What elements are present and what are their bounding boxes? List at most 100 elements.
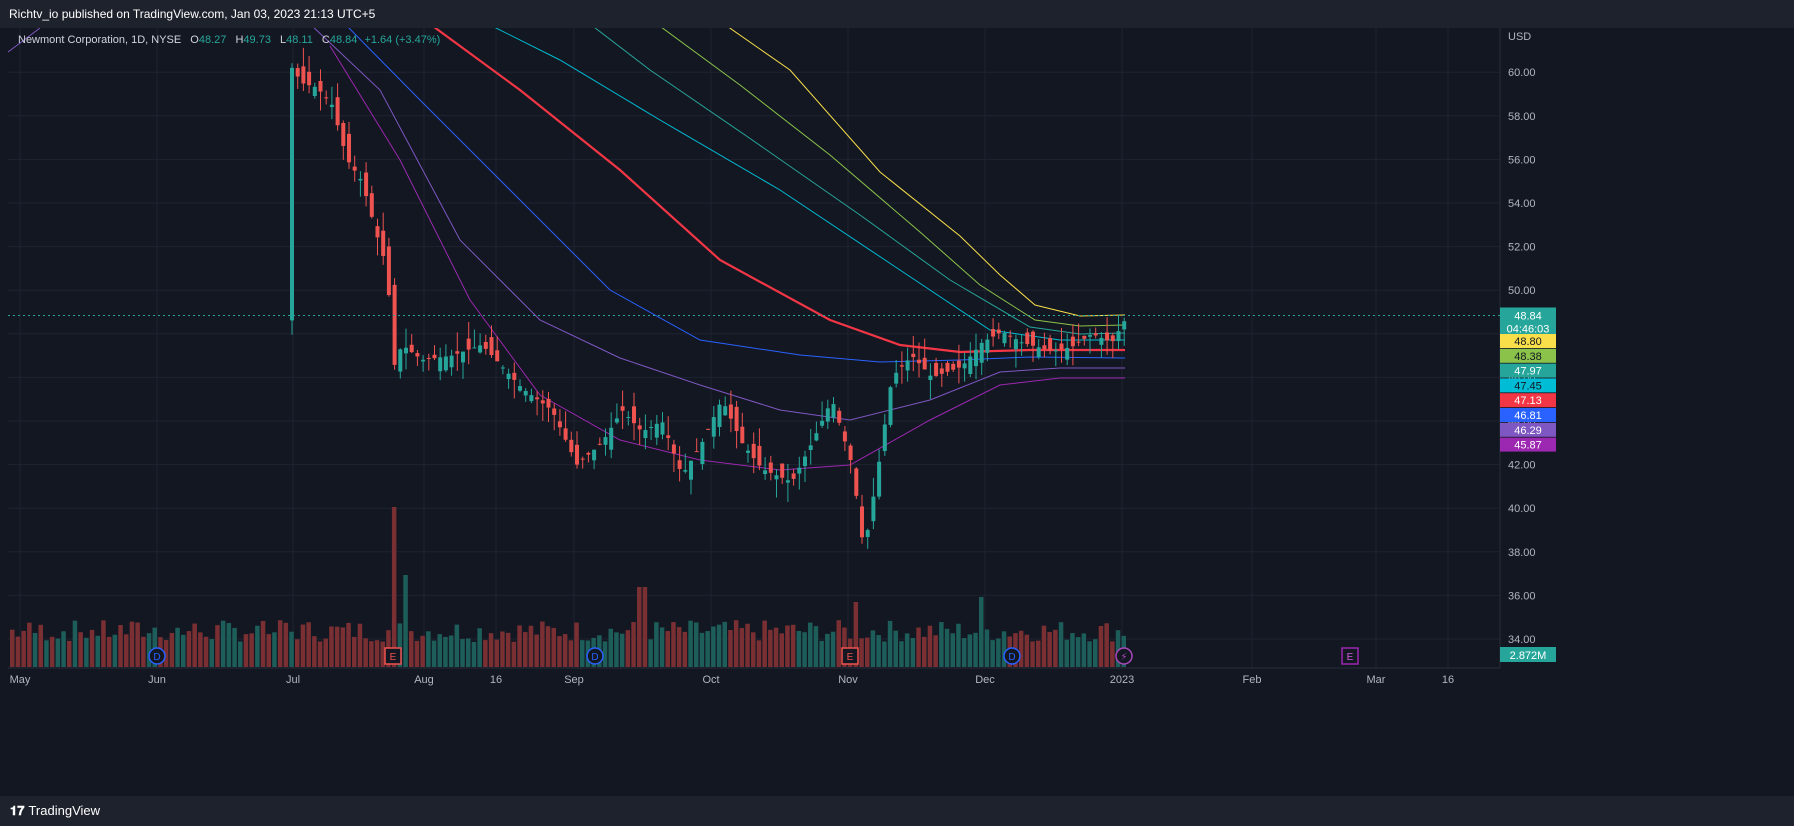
volume-bar xyxy=(431,640,437,667)
volume-bar xyxy=(853,602,859,667)
high-label: H xyxy=(235,34,244,46)
high-value: 49.73 xyxy=(243,34,271,46)
volume-bar xyxy=(44,640,49,667)
volume-bar xyxy=(249,633,254,667)
volume-bar xyxy=(916,627,921,667)
dividend-marker xyxy=(1003,647,1021,665)
volume-bar xyxy=(118,624,123,667)
candle-body xyxy=(905,360,910,371)
volume-bar xyxy=(1093,639,1098,667)
candle-body xyxy=(751,443,756,459)
volume-bar xyxy=(454,624,460,667)
candle-body xyxy=(426,357,431,359)
volume-bar xyxy=(979,597,984,667)
candle-body xyxy=(575,444,579,465)
volume-bar xyxy=(477,628,482,667)
volume-bar xyxy=(443,636,448,667)
volume-bar xyxy=(152,627,157,667)
volume-bar xyxy=(523,632,528,667)
ema-value-tag: 47.45 xyxy=(1514,380,1542,392)
volume-bar xyxy=(306,622,311,667)
candle-body xyxy=(398,349,403,372)
volume-bar xyxy=(1047,631,1052,667)
candle-body xyxy=(848,445,853,461)
tradingview-brand[interactable]: 𝟏𝟕 TradingView xyxy=(10,803,100,819)
volume-bar xyxy=(1030,641,1035,667)
candle-body xyxy=(341,123,346,146)
volume-bar xyxy=(169,632,175,667)
x-tick-label: 16 xyxy=(1442,674,1454,686)
ema-value-tag: 47.13 xyxy=(1514,395,1542,407)
candle-body xyxy=(563,428,568,440)
candle-body xyxy=(1110,335,1115,342)
ema-line xyxy=(313,28,1125,421)
x-tick-label: Sep xyxy=(564,674,584,686)
y-tick-label: 58.00 xyxy=(1508,111,1536,123)
candle-body xyxy=(1002,332,1007,344)
volume-bar xyxy=(1075,637,1081,667)
candle-body xyxy=(711,417,716,437)
volume-bar xyxy=(340,627,346,667)
candle-body xyxy=(1025,332,1030,345)
volume-bar xyxy=(488,633,494,667)
candle-body xyxy=(1042,345,1047,350)
candle-body xyxy=(626,416,631,418)
volume-bar xyxy=(779,633,784,667)
volume-bar xyxy=(426,631,431,667)
volume-bar xyxy=(984,629,990,667)
volume-bar xyxy=(631,622,636,667)
volume-bar xyxy=(220,620,226,667)
volume-bar xyxy=(796,630,802,667)
y-tick-label: 36.00 xyxy=(1508,590,1536,602)
volume-bar xyxy=(562,634,568,667)
volume-bar xyxy=(10,629,15,667)
volume-bar xyxy=(859,638,864,667)
volume-bar xyxy=(967,634,973,667)
candle-body xyxy=(934,363,939,376)
volume-bar xyxy=(825,633,830,667)
volume-bar xyxy=(329,626,334,667)
candle-body xyxy=(472,347,477,349)
volume-bar xyxy=(78,632,83,667)
ema-line xyxy=(433,28,1125,354)
ema-value-tag: 45.87 xyxy=(1514,440,1542,452)
candle-body xyxy=(404,347,408,354)
volume-bar xyxy=(637,587,642,667)
volume-bar xyxy=(277,620,283,667)
x-tick-label: Nov xyxy=(838,674,858,686)
candle-body xyxy=(649,426,654,428)
candle-body xyxy=(979,342,984,363)
volume-bar xyxy=(363,638,368,667)
volume-bar xyxy=(694,622,699,667)
volume-bar xyxy=(146,633,152,667)
volume-bar xyxy=(1036,640,1041,667)
volume-bar xyxy=(129,621,135,667)
candle-body xyxy=(432,354,437,359)
candle-body xyxy=(347,133,351,163)
volume-bar xyxy=(1104,623,1109,667)
volume-bar xyxy=(870,630,876,667)
x-tick-label: Jul xyxy=(286,674,300,686)
candle-body xyxy=(677,460,682,469)
x-tick-label: Oct xyxy=(702,674,719,686)
y-tick-label: 60.00 xyxy=(1508,67,1536,79)
volume-bar xyxy=(466,638,471,667)
volume-bar xyxy=(95,635,100,667)
volume-bar xyxy=(773,627,779,667)
candle-body xyxy=(820,420,825,426)
candle-body xyxy=(489,337,494,356)
volume-bar xyxy=(238,641,243,667)
volume-bar xyxy=(414,640,420,667)
y-tick-label: 56.00 xyxy=(1508,154,1536,166)
dividend-marker xyxy=(586,647,604,665)
candle-body xyxy=(632,406,636,424)
x-tick-label: May xyxy=(10,674,31,686)
volume-bar xyxy=(517,625,522,667)
candle-body xyxy=(329,104,334,108)
candle-body xyxy=(689,460,693,480)
candle-body xyxy=(882,424,887,452)
volume-bar xyxy=(1064,639,1069,667)
volume-bar xyxy=(819,640,824,667)
volume-bar xyxy=(1115,630,1121,667)
price-chart[interactable]: 34.0036.0038.0040.0042.0044.0046.0048.00… xyxy=(0,28,1794,796)
